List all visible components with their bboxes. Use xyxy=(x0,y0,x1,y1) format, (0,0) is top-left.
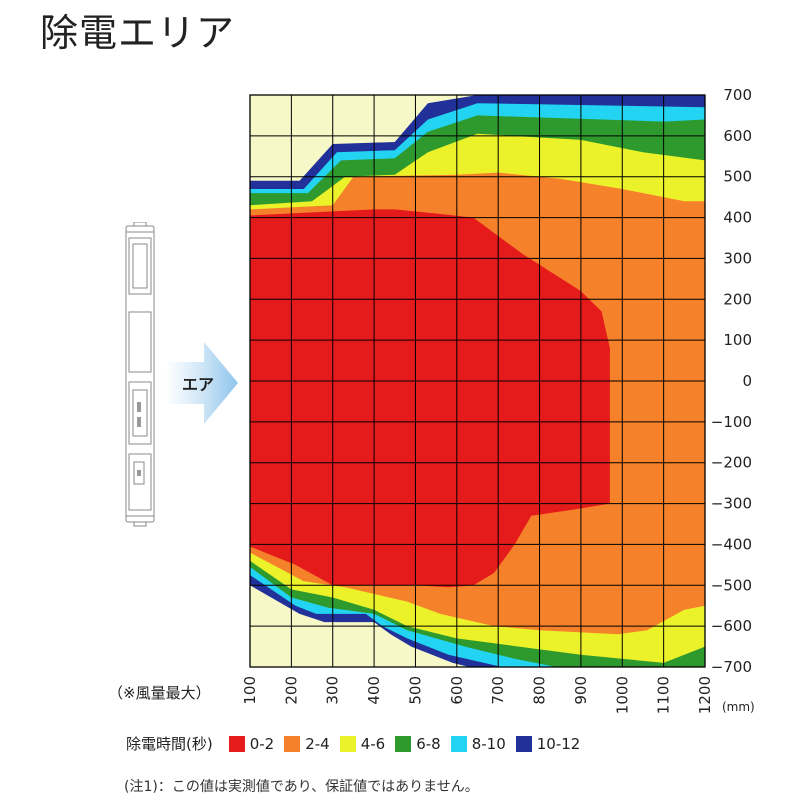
x-tick-label: 1100 xyxy=(655,676,673,714)
y-tick-label: 300 xyxy=(723,249,752,267)
x-tick-label: 900 xyxy=(572,676,590,705)
legend-label: 10-12 xyxy=(536,734,581,753)
x-tick-label: 500 xyxy=(406,676,424,705)
legend-swatch xyxy=(284,735,301,752)
y-tick-label: −500 xyxy=(711,576,752,594)
legend-swatch xyxy=(228,735,245,752)
x-tick-label: 1000 xyxy=(613,676,631,714)
legend-item: 6-8 xyxy=(395,735,441,753)
y-tick-label: −400 xyxy=(711,535,752,553)
y-tick-label: 100 xyxy=(723,331,752,349)
legend: 除電時間(秒) 0-2 2-4 4-6 6-8 8-10 10-12 xyxy=(126,733,590,754)
air-arrow-icon xyxy=(166,342,238,424)
legend-item: 4-6 xyxy=(339,734,386,753)
y-tick-label: −700 xyxy=(711,658,752,676)
y-tick-label: −600 xyxy=(711,617,752,635)
y-tick-label: −100 xyxy=(711,413,752,431)
y-tick-label: 600 xyxy=(723,127,752,145)
legend-swatch xyxy=(395,735,412,752)
legend-label: 6-8 xyxy=(416,734,441,753)
page-title: 除電エリア xyxy=(40,11,236,55)
legend-label: 2-4 xyxy=(305,734,330,753)
y-tick-label: 500 xyxy=(723,168,752,186)
air-label: エア xyxy=(182,375,215,394)
x-tick-label: 600 xyxy=(448,676,466,705)
legend-label: 8-10 xyxy=(471,734,506,753)
legend-item: 2-4 xyxy=(284,735,330,753)
x-tick-label: 1200 xyxy=(696,676,714,714)
legend-swatch xyxy=(450,735,467,752)
legend-item: 0-2 xyxy=(228,734,275,753)
legend-label: 0-2 xyxy=(249,734,275,753)
plot-frame xyxy=(249,94,706,668)
y-tick-label: −300 xyxy=(711,495,752,513)
y-tick-label: 0 xyxy=(742,372,752,390)
device-side-view xyxy=(125,222,155,527)
x-unit-label: (mm) xyxy=(722,700,755,714)
x-tick-label: 400 xyxy=(365,676,383,705)
y-tick-label: 200 xyxy=(723,290,752,308)
legend-title: 除電時間(秒) xyxy=(126,735,213,753)
legend-label: 4-6 xyxy=(360,734,386,753)
x-tick-label: 800 xyxy=(531,676,549,705)
zone-0-2 xyxy=(250,209,610,588)
legend-swatch xyxy=(339,735,356,752)
x-tick-label: 100 xyxy=(241,676,259,705)
y-tick-label: 700 xyxy=(723,86,752,104)
footnote: (注1)：この値は実測値であり、保証値ではありません。 xyxy=(124,779,479,795)
wind-note: （※風量最大） xyxy=(108,684,211,702)
legend-item: 10-12 xyxy=(515,734,581,753)
y-tick-label: 400 xyxy=(723,209,752,227)
y-tick-label: −200 xyxy=(711,454,752,472)
legend-item: 8-10 xyxy=(450,734,506,753)
x-tick-label: 300 xyxy=(324,676,342,705)
legend-swatch xyxy=(515,735,532,752)
x-tick-label: 700 xyxy=(489,676,507,705)
x-tick-label: 200 xyxy=(282,676,300,705)
